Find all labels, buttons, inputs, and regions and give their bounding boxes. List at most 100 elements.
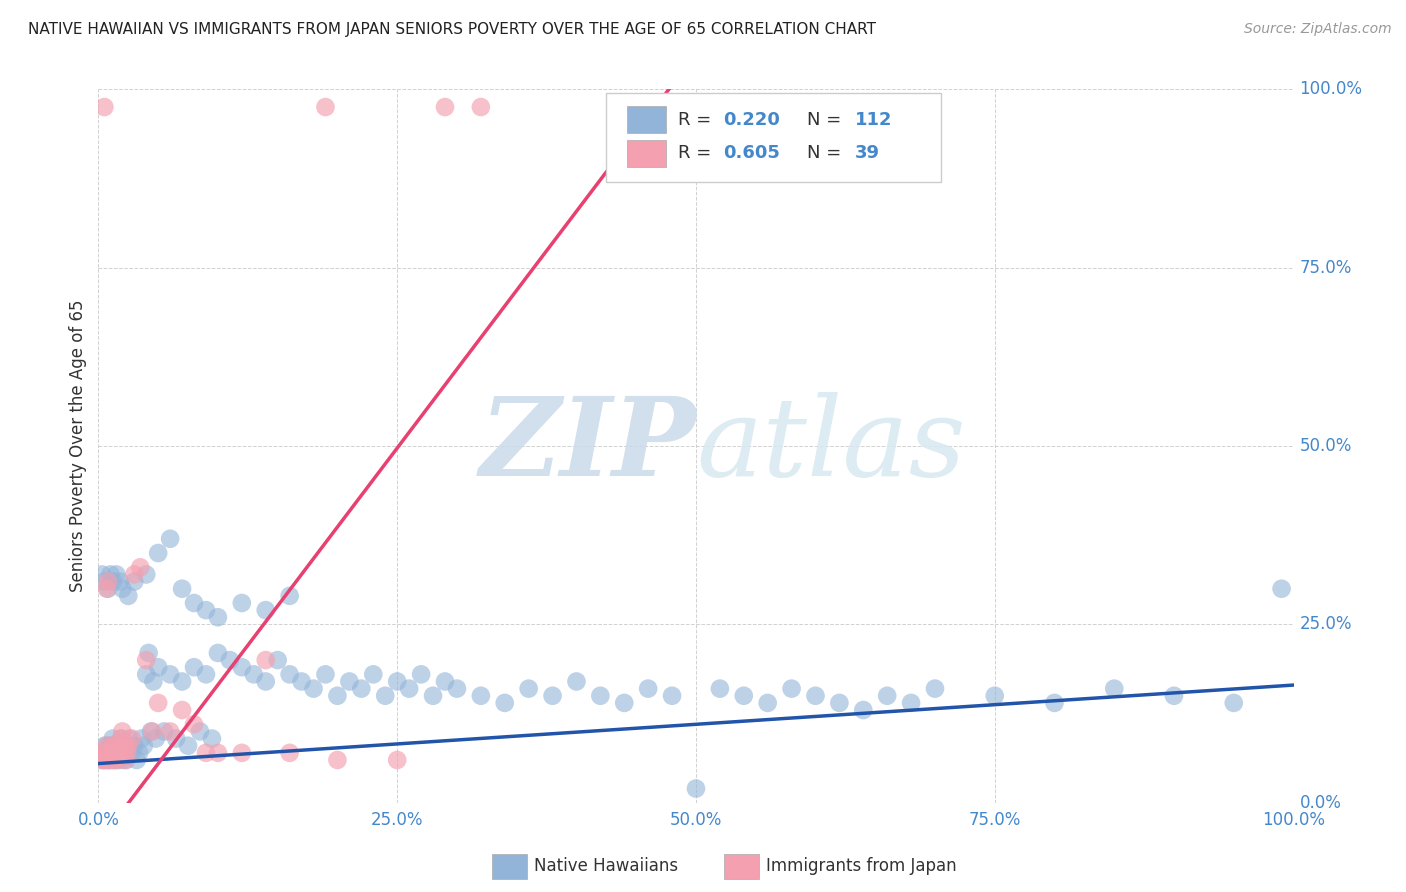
Point — [135, 653, 157, 667]
Point — [111, 724, 134, 739]
Point — [1271, 582, 1294, 596]
Point — [517, 681, 540, 696]
Point — [433, 100, 456, 114]
Y-axis label: Seniors Poverty Over the Age of 65: Seniors Poverty Over the Age of 65 — [69, 300, 87, 592]
Point — [107, 753, 129, 767]
Point — [565, 674, 588, 689]
Point — [254, 603, 277, 617]
Point — [183, 717, 205, 731]
Point — [165, 731, 187, 746]
Point — [290, 674, 312, 689]
Point — [124, 739, 146, 753]
Point — [96, 746, 118, 760]
Point — [385, 753, 409, 767]
Point — [278, 746, 301, 760]
Point — [337, 674, 360, 689]
Text: atlas: atlas — [696, 392, 966, 500]
FancyBboxPatch shape — [627, 140, 666, 167]
Point — [101, 574, 124, 589]
Point — [93, 739, 115, 753]
Text: 39: 39 — [855, 145, 880, 162]
Point — [97, 739, 120, 753]
Point — [398, 681, 420, 696]
Point — [177, 739, 200, 753]
Point — [141, 724, 163, 739]
Point — [183, 596, 205, 610]
Point — [243, 667, 266, 681]
Text: 25.0%: 25.0% — [1299, 615, 1353, 633]
Point — [121, 731, 143, 746]
Point — [91, 746, 114, 760]
Point — [108, 574, 131, 589]
Text: 50.0%: 50.0% — [1299, 437, 1353, 455]
Point — [111, 753, 134, 767]
Text: N =: N = — [807, 111, 846, 128]
Point — [103, 753, 125, 767]
Point — [159, 667, 181, 681]
Point — [115, 746, 138, 760]
Text: 100.0%: 100.0% — [1299, 80, 1362, 98]
Point — [142, 674, 165, 689]
Point — [326, 689, 349, 703]
Point — [1163, 689, 1185, 703]
Point — [138, 646, 160, 660]
Point — [103, 753, 125, 767]
Point — [105, 739, 128, 753]
Text: 0.605: 0.605 — [724, 145, 780, 162]
Point — [98, 753, 121, 767]
Point — [589, 689, 612, 703]
Point — [756, 696, 779, 710]
Point — [148, 546, 170, 560]
Point — [114, 739, 136, 753]
Point — [93, 753, 115, 767]
Point — [804, 689, 827, 703]
Point — [983, 689, 1005, 703]
Point — [1043, 696, 1066, 710]
Point — [613, 696, 636, 710]
Text: R =: R = — [678, 111, 717, 128]
Point — [94, 753, 117, 767]
Point — [780, 681, 803, 696]
Point — [1102, 681, 1125, 696]
Point — [115, 746, 138, 760]
Point — [363, 667, 385, 681]
Text: 75.0%: 75.0% — [1299, 259, 1353, 277]
Point — [172, 703, 194, 717]
Point — [733, 689, 755, 703]
Point — [254, 674, 277, 689]
Point — [278, 667, 301, 681]
Point — [183, 660, 205, 674]
Point — [98, 746, 121, 760]
Point — [118, 731, 141, 746]
Point — [637, 681, 659, 696]
Point — [422, 689, 444, 703]
Point — [139, 724, 162, 739]
Text: R =: R = — [678, 145, 717, 162]
Point — [350, 681, 373, 696]
Text: ZIP: ZIP — [479, 392, 696, 500]
Point — [105, 567, 128, 582]
Point — [900, 696, 922, 710]
Point — [96, 739, 118, 753]
Point — [104, 746, 127, 760]
Point — [145, 731, 167, 746]
Point — [148, 660, 170, 674]
Point — [110, 731, 132, 746]
Point — [129, 560, 152, 574]
Point — [93, 100, 115, 114]
Point — [326, 753, 349, 767]
Point — [188, 724, 211, 739]
Point — [159, 532, 181, 546]
FancyBboxPatch shape — [606, 93, 941, 182]
Point — [100, 739, 122, 753]
Point — [315, 100, 337, 114]
Point — [135, 567, 157, 582]
Point — [108, 739, 131, 753]
Point — [207, 610, 229, 624]
Point — [153, 724, 176, 739]
Point — [121, 746, 143, 760]
Text: 0.220: 0.220 — [724, 111, 780, 128]
Point — [110, 731, 132, 746]
Point — [108, 739, 131, 753]
Point — [111, 582, 134, 596]
